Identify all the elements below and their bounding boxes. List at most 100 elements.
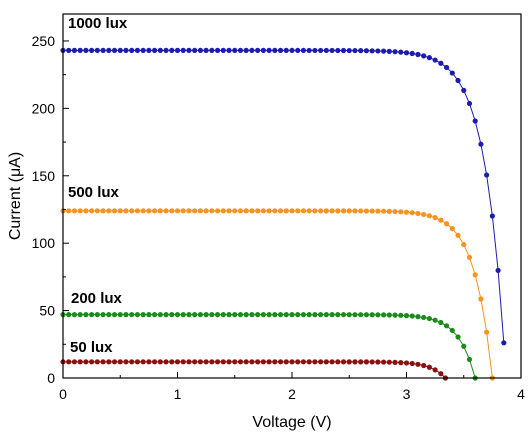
data-point-s1-74 xyxy=(484,329,490,335)
data-point-s1-44 xyxy=(312,208,318,214)
data-point-s0-53 xyxy=(363,48,370,54)
data-point-s2-3 xyxy=(77,312,83,318)
data-point-s0-26 xyxy=(209,47,215,54)
data-point-s0-18 xyxy=(163,47,169,54)
data-point-s3-14 xyxy=(140,359,146,365)
data-point-s3-2 xyxy=(71,359,78,365)
data-point-s2-13 xyxy=(134,312,141,318)
data-point-s2-14 xyxy=(140,312,146,318)
data-point-s0-40 xyxy=(289,47,295,54)
data-point-s2-11 xyxy=(123,312,129,318)
data-point-s3-12 xyxy=(129,359,135,365)
data-point-s1-20 xyxy=(174,208,181,214)
series-label-1: 500 lux xyxy=(68,184,120,201)
data-point-s3-51 xyxy=(352,359,358,365)
data-point-s1-62 xyxy=(415,210,421,217)
data-point-s0-6 xyxy=(94,47,100,54)
data-point-s0-31 xyxy=(237,47,244,54)
data-point-s3-33 xyxy=(249,359,255,365)
data-point-s2-19 xyxy=(169,312,175,318)
data-point-s0-20 xyxy=(174,47,181,54)
data-point-s1-21 xyxy=(180,208,186,214)
data-point-s3-3 xyxy=(77,359,83,365)
data-point-s0-54 xyxy=(369,48,375,54)
data-point-s1-31 xyxy=(237,208,244,214)
data-point-s0-21 xyxy=(180,47,186,54)
data-point-s0-32 xyxy=(243,47,249,54)
data-point-s1-28 xyxy=(220,208,226,214)
data-point-s2-6 xyxy=(94,312,100,318)
data-point-s0-16 xyxy=(152,47,158,54)
data-point-s2-45 xyxy=(318,312,324,318)
data-point-s2-21 xyxy=(180,312,186,318)
data-point-s3-16 xyxy=(152,359,158,365)
data-point-s1-22 xyxy=(186,208,192,214)
data-point-s1-63 xyxy=(421,211,427,218)
data-point-s3-41 xyxy=(295,359,301,365)
data-point-s1-42 xyxy=(300,208,307,214)
data-point-s0-2 xyxy=(71,47,78,54)
data-point-s1-55 xyxy=(375,208,381,214)
data-point-s0-23 xyxy=(192,47,198,54)
data-point-s0-64 xyxy=(426,55,432,61)
data-point-s1-56 xyxy=(381,208,387,214)
data-point-s0-60 xyxy=(403,50,410,56)
data-point-s0-72 xyxy=(472,118,478,124)
data-point-s0-49 xyxy=(340,47,347,54)
data-point-s3-61 xyxy=(409,360,415,367)
data-point-s1-41 xyxy=(295,208,301,214)
data-point-s2-9 xyxy=(111,312,118,318)
x-axis-title: Voltage (V) xyxy=(252,414,331,431)
data-point-s3-10 xyxy=(117,359,123,365)
data-point-s2-38 xyxy=(277,312,284,318)
data-point-s2-61 xyxy=(409,313,415,319)
data-point-s0-71 xyxy=(466,100,473,107)
data-point-s1-39 xyxy=(283,208,289,214)
data-point-s0-75 xyxy=(489,213,495,219)
data-point-s0-9 xyxy=(111,47,118,54)
data-point-s0-66 xyxy=(438,60,444,66)
data-point-s3-47 xyxy=(329,359,335,365)
data-point-s1-30 xyxy=(232,208,238,214)
data-point-s1-52 xyxy=(358,208,364,214)
data-point-s3-22 xyxy=(186,359,192,365)
data-point-s2-5 xyxy=(89,312,95,318)
data-point-s3-17 xyxy=(157,359,163,365)
data-point-s3-32 xyxy=(243,359,249,365)
data-point-s1-45 xyxy=(318,208,324,214)
data-point-s3-36 xyxy=(266,359,272,365)
data-point-s2-36 xyxy=(266,312,272,318)
data-point-s1-29 xyxy=(226,208,232,214)
data-point-s2-30 xyxy=(232,312,238,318)
data-point-s2-15 xyxy=(146,312,152,318)
data-point-s2-29 xyxy=(226,312,232,318)
data-point-s0-13 xyxy=(134,47,141,54)
data-point-s3-60 xyxy=(403,360,410,366)
data-point-s2-52 xyxy=(358,312,364,318)
data-point-s1-16 xyxy=(152,208,158,214)
data-point-s2-65 xyxy=(432,317,438,323)
labels-layer: 1000 lux 500 lux 200 lux 50 lux xyxy=(68,15,128,356)
data-point-s1-64 xyxy=(426,213,432,219)
data-point-s2-43 xyxy=(306,312,312,318)
data-point-s3-38 xyxy=(277,359,284,365)
data-point-s0-14 xyxy=(140,47,146,54)
data-point-s1-35 xyxy=(260,208,266,214)
x-tick-label-4: 4 xyxy=(517,386,525,402)
data-point-s3-59 xyxy=(398,360,404,366)
data-point-s3-63 xyxy=(421,362,427,369)
data-point-s3-1 xyxy=(66,359,72,365)
data-point-s1-37 xyxy=(272,208,278,214)
data-point-s3-39 xyxy=(283,359,289,365)
data-point-s3-40 xyxy=(289,359,295,365)
data-point-s1-49 xyxy=(340,208,347,214)
data-point-s2-1 xyxy=(66,312,72,318)
data-point-s1-14 xyxy=(140,208,146,214)
data-point-s2-62 xyxy=(415,314,421,320)
y-tick-label-3: 150 xyxy=(32,168,56,184)
data-point-s0-28 xyxy=(220,47,226,54)
data-point-s1-60 xyxy=(403,209,410,215)
data-point-s2-58 xyxy=(392,312,398,318)
data-point-s1-7 xyxy=(100,208,106,214)
